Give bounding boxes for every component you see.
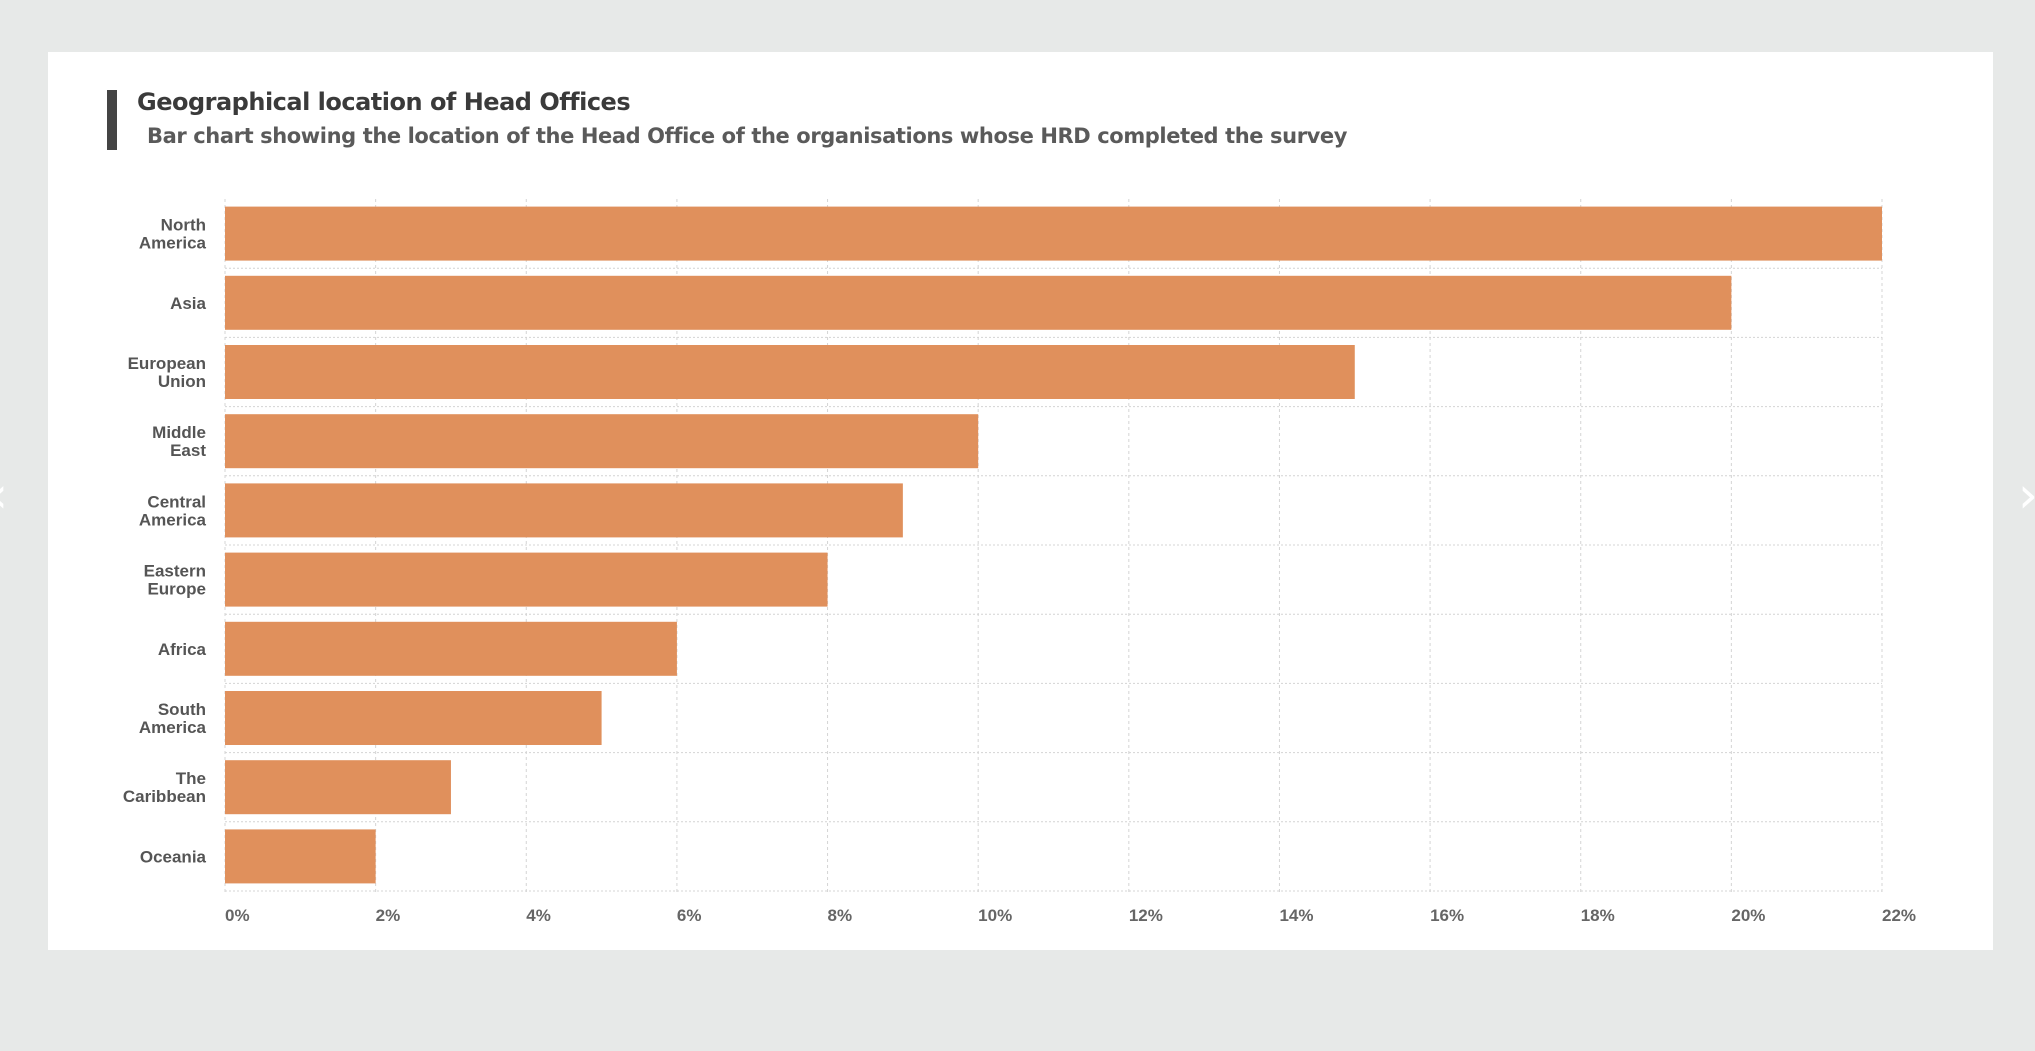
category-label: Eastern — [144, 562, 206, 581]
category-label: European — [128, 354, 206, 373]
chevron-left-icon[interactable]: ‹ — [0, 470, 8, 520]
category-label: The — [176, 769, 206, 788]
title-accent-bar — [107, 90, 117, 150]
x-tick-label: 12% — [1129, 906, 1163, 925]
x-tick-label: 0% — [225, 906, 250, 925]
x-tick-label: 14% — [1279, 906, 1313, 925]
category-label: Middle — [152, 423, 206, 442]
bar — [225, 552, 828, 607]
bar — [225, 206, 1882, 261]
bar — [225, 691, 602, 745]
bar — [225, 483, 903, 538]
category-label: South — [158, 700, 206, 719]
x-tick-label: 8% — [828, 906, 853, 925]
bar — [225, 621, 677, 676]
category-label: Europe — [147, 580, 206, 599]
category-label: America — [139, 718, 207, 737]
bar — [225, 275, 1732, 330]
x-tick-label: 18% — [1581, 906, 1615, 925]
category-label: Union — [158, 372, 206, 391]
x-tick-label: 20% — [1731, 906, 1765, 925]
bar — [225, 760, 451, 815]
category-label: Africa — [158, 640, 207, 659]
chevron-right-icon[interactable]: › — [2018, 470, 2035, 520]
category-label: Asia — [170, 294, 206, 313]
bar — [225, 345, 1355, 399]
bar — [225, 414, 979, 469]
category-label: East — [170, 441, 206, 460]
x-tick-label: 16% — [1430, 906, 1464, 925]
category-label: America — [139, 510, 207, 529]
x-tick-label: 2% — [376, 906, 401, 925]
category-label: Caribbean — [123, 787, 206, 806]
x-tick-label: 22% — [1882, 906, 1916, 925]
bar — [225, 829, 376, 884]
chart-title: Geographical location of Head Offices — [137, 88, 631, 116]
x-tick-label: 4% — [526, 906, 551, 925]
category-label: Central — [147, 492, 206, 511]
category-label: Oceania — [140, 847, 207, 866]
chart-subtitle: Bar chart showing the location of the He… — [147, 124, 1348, 148]
category-label: America — [139, 234, 207, 253]
category-label: North — [161, 216, 206, 235]
x-tick-label: 6% — [677, 906, 702, 925]
x-tick-label: 10% — [978, 906, 1012, 925]
